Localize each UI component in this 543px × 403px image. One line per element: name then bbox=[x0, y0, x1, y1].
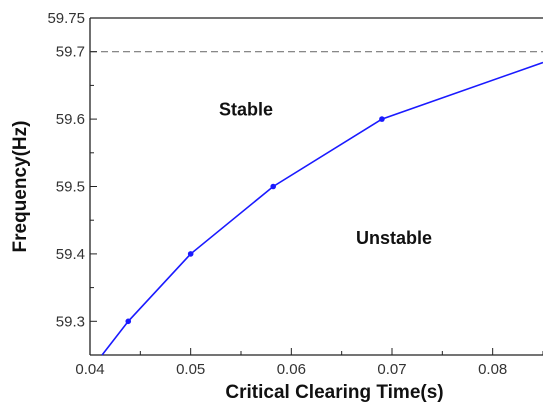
x-tick-label: 0.06 bbox=[277, 361, 306, 378]
region-label-unstable: Unstable bbox=[356, 228, 432, 248]
x-tick-label: 0.04 bbox=[75, 361, 104, 378]
series-layer bbox=[101, 61, 543, 356]
data-point bbox=[270, 183, 277, 190]
data-point bbox=[125, 318, 132, 325]
y-tick-label: 59.5 bbox=[56, 179, 85, 196]
y-tick-label: 59.7 bbox=[56, 44, 85, 61]
y-axis-title: Frequency(Hz) bbox=[10, 121, 31, 253]
x-tick-label: 0.05 bbox=[176, 361, 205, 378]
x-axis-title: Critical Clearing Time(s) bbox=[225, 382, 443, 403]
x-tick-label: 0.08 bbox=[478, 361, 507, 378]
data-point bbox=[187, 251, 194, 257]
x-tick-label: 0.07 bbox=[377, 361, 406, 378]
y-tick-label: 59.75 bbox=[47, 10, 85, 27]
series-line-0 bbox=[101, 61, 543, 356]
y-tick-label: 59.4 bbox=[56, 246, 85, 263]
ticks-layer: 0.04 0.05 0.06 0.07 0.08 59.3 59.4 59.5 59.6 59.7… bbox=[47, 10, 543, 378]
plot-area-frame bbox=[89, 17, 543, 356]
y-tick-label: 59.3 bbox=[56, 313, 85, 330]
region-label-stable: Stable bbox=[219, 100, 273, 120]
labels-layer: Stable Unstable bbox=[219, 100, 432, 248]
y-tick-label: 59.6 bbox=[56, 111, 85, 128]
data-point bbox=[379, 116, 385, 122]
